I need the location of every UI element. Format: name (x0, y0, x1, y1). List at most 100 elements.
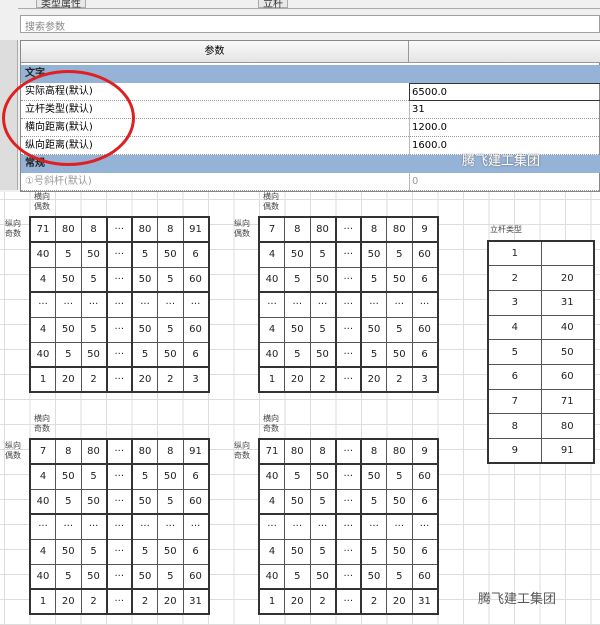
group-general[interactable]: 常规 (21, 155, 600, 173)
matrix-cell[interactable]: 5 (131, 538, 158, 565)
matrix-cell[interactable]: 5 (386, 563, 413, 590)
matrix-cell[interactable]: 5 (360, 538, 387, 565)
matrix-cell[interactable]: 5 (360, 488, 387, 515)
matrix-cell[interactable]: 91 (182, 216, 209, 243)
matrix-cell[interactable]: 50 (55, 538, 82, 565)
matrix-cell[interactable]: ··· (334, 341, 362, 368)
matrix-cell[interactable]: 50 (157, 241, 184, 268)
matrix-cell[interactable]: 8 (360, 438, 387, 465)
matrix-cell[interactable]: 80 (80, 438, 107, 465)
matrix-cell[interactable]: 50 (131, 316, 158, 343)
matrix-cell[interactable]: 60 (182, 316, 209, 343)
matrix-cell[interactable]: ··· (157, 513, 184, 540)
matrix-cell[interactable]: 50 (284, 488, 311, 515)
matrix-cell[interactable]: 3 (411, 366, 438, 393)
matrix-cell[interactable]: 40 (29, 563, 56, 590)
matrix-cell[interactable]: 5 (309, 241, 336, 268)
matrix-cell[interactable]: ··· (334, 266, 362, 293)
matrix-cell[interactable]: 50 (157, 341, 184, 368)
param-value-input[interactable]: 1600.0 (409, 137, 600, 155)
pole-type-cell[interactable]: 2 (487, 265, 542, 291)
matrix-cell[interactable]: 80 (131, 216, 158, 243)
matrix-cell[interactable]: 50 (55, 316, 82, 343)
matrix-cell[interactable]: 5 (131, 463, 158, 490)
matrix-cell[interactable]: 20 (284, 588, 311, 615)
matrix-cell[interactable]: 8 (309, 438, 336, 465)
matrix-cell[interactable]: 1 (258, 366, 285, 393)
matrix-cell[interactable]: ··· (309, 291, 336, 318)
matrix-cell[interactable]: ··· (105, 316, 133, 343)
param-value-input[interactable]: 0 (409, 173, 600, 191)
matrix-cell[interactable]: 5 (55, 563, 82, 590)
matrix-cell[interactable]: ··· (105, 216, 133, 243)
pole-type-cell[interactable]: 50 (540, 339, 595, 365)
matrix-cell[interactable]: 60 (411, 241, 438, 268)
matrix-cell[interactable]: 50 (284, 316, 311, 343)
matrix-cell[interactable]: ··· (80, 291, 107, 318)
search-parameters-input[interactable]: 搜索参数 (20, 15, 600, 33)
pole-type-cell[interactable]: 7 (487, 388, 542, 415)
matrix-cell[interactable]: 60 (411, 316, 438, 343)
pole-type-cell[interactable]: 31 (540, 289, 595, 316)
matrix-cell[interactable]: ··· (334, 366, 362, 393)
matrix-cell[interactable]: ··· (411, 513, 438, 540)
matrix-cell[interactable]: 3 (182, 366, 209, 393)
matrix-cell[interactable]: 2 (309, 366, 336, 393)
tab-pole[interactable]: 立杆 (258, 0, 288, 10)
matrix-cell[interactable]: 50 (284, 538, 311, 565)
pole-type-cell[interactable]: 40 (540, 314, 595, 341)
matrix-cell[interactable]: 20 (55, 588, 82, 615)
matrix-cell[interactable]: 80 (284, 438, 311, 465)
matrix-cell[interactable]: ··· (258, 513, 285, 540)
matrix-cell[interactable]: 50 (360, 463, 387, 490)
matrix-cell[interactable]: 50 (284, 241, 311, 268)
matrix-cell[interactable]: 40 (29, 488, 56, 515)
matrix-cell[interactable]: 50 (80, 241, 107, 268)
matrix-cell[interactable]: 50 (309, 266, 336, 293)
matrix-cell[interactable]: ··· (334, 438, 362, 465)
matrix-cell[interactable]: 1 (29, 366, 56, 393)
matrix-cell[interactable]: 4 (29, 538, 56, 565)
pole-type-cell[interactable]: 91 (540, 438, 595, 464)
matrix-cell[interactable]: 6 (182, 341, 209, 368)
pole-type-cell[interactable]: 1 (487, 240, 542, 267)
matrix-cell[interactable]: 50 (55, 266, 82, 293)
matrix-cell[interactable]: 6 (411, 341, 438, 368)
pole-type-cell[interactable]: 80 (540, 413, 595, 439)
matrix-cell[interactable]: ··· (334, 488, 362, 515)
matrix-cell[interactable]: 50 (309, 463, 336, 490)
param-row[interactable]: ①号斜杆(默认) 0 (21, 173, 600, 191)
matrix-cell[interactable]: 50 (360, 563, 387, 590)
param-value-input[interactable]: 31 (409, 101, 600, 119)
matrix-cell[interactable]: 6 (182, 538, 209, 565)
matrix-cell[interactable]: 40 (258, 563, 285, 590)
matrix-cell[interactable]: 20 (386, 588, 413, 615)
matrix-cell[interactable]: ··· (105, 563, 133, 590)
matrix-cell[interactable]: ··· (334, 216, 362, 243)
matrix-cell[interactable]: 50 (131, 488, 158, 515)
matrix-cell[interactable]: 50 (360, 241, 387, 268)
matrix-cell[interactable]: ··· (55, 291, 82, 318)
matrix-cell[interactable]: 50 (386, 266, 413, 293)
matrix-cell[interactable]: 5 (80, 463, 107, 490)
matrix-cell[interactable]: ··· (29, 513, 56, 540)
matrix-cell[interactable]: 80 (55, 216, 82, 243)
matrix-cell[interactable]: 5 (386, 316, 413, 343)
matrix-cell[interactable]: ··· (105, 513, 133, 540)
matrix-cell[interactable]: 5 (309, 538, 336, 565)
matrix-cell[interactable]: 6 (411, 266, 438, 293)
param-value-input[interactable]: 6500.0 (409, 83, 600, 101)
matrix-cell[interactable]: ··· (284, 513, 311, 540)
matrix-cell[interactable]: 31 (411, 588, 438, 615)
matrix-cell[interactable]: ··· (105, 341, 133, 368)
matrix-cell[interactable]: 40 (258, 463, 285, 490)
matrix-cell[interactable]: ··· (182, 291, 209, 318)
matrix-cell[interactable]: 5 (284, 266, 311, 293)
matrix-cell[interactable]: 2 (157, 366, 184, 393)
group-text[interactable]: 文字 (21, 65, 600, 83)
matrix-cell[interactable]: ··· (131, 513, 158, 540)
matrix-cell[interactable]: 5 (55, 488, 82, 515)
tab-type-properties[interactable]: 类型属性 (36, 0, 86, 10)
matrix-cell[interactable]: 4 (29, 316, 56, 343)
matrix-cell[interactable]: ··· (105, 588, 133, 615)
